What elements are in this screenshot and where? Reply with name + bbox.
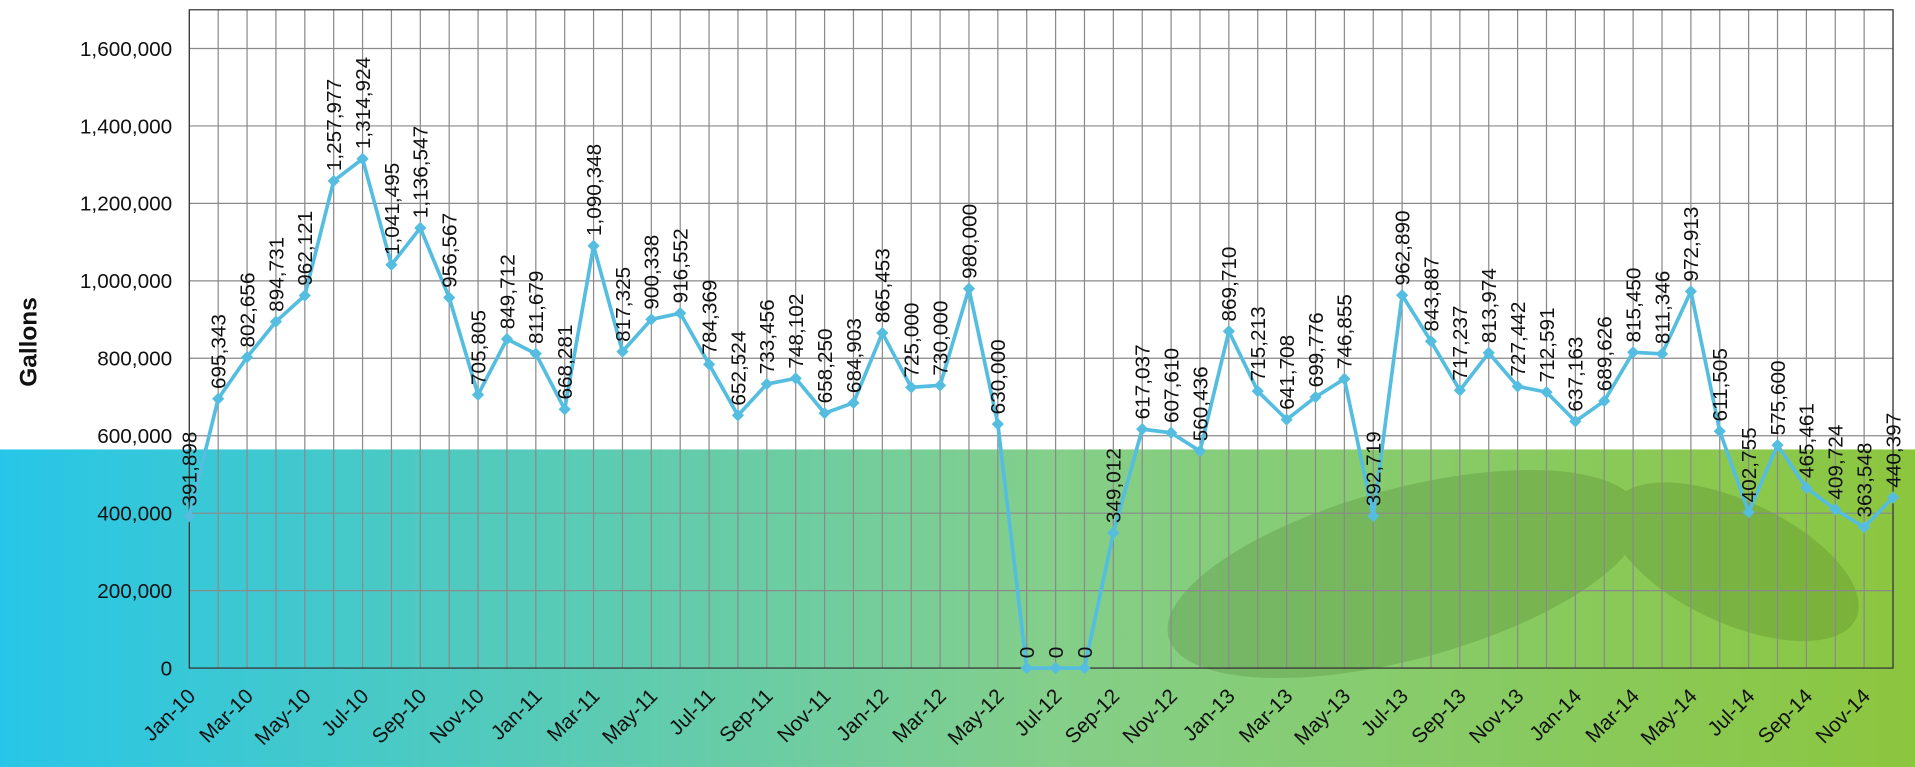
y-tick-label: 0 [161,657,173,680]
data-point [992,418,1004,430]
data-label: 1,090,348 [583,144,606,236]
data-label: 865,453 [872,248,895,323]
data-label: 607,610 [1160,348,1183,423]
data-point [1136,423,1148,435]
data-point [847,397,859,409]
data-label: 956,567 [439,213,462,288]
data-label: 746,855 [1334,294,1357,369]
data-label: 349,012 [1103,448,1126,523]
data-label: 0 [1045,647,1068,659]
data-point [587,240,599,252]
data-label: 727,442 [1507,302,1530,377]
data-label: 725,000 [901,303,924,378]
data-label: 784,369 [698,280,721,355]
y-tick-label: 1,400,000 [80,115,172,138]
y-tick-label: 1,200,000 [80,193,172,216]
data-label: 962,121 [294,211,317,286]
y-tick-label: 600,000 [97,425,172,448]
data-label: 668,281 [554,325,577,400]
data-label: 1,041,495 [381,163,404,255]
data-point [963,282,975,294]
data-label: 575,600 [1767,360,1790,435]
data-label: 630,000 [987,339,1010,414]
data-label: 815,450 [1622,268,1645,343]
data-label: 980,000 [958,204,981,279]
data-label: 440,397 [1882,413,1905,488]
data-label: 733,456 [756,299,779,374]
data-label: 894,731 [265,237,288,312]
data-label: 813,974 [1478,268,1501,343]
data-label: 962,890 [1391,210,1414,285]
data-label: 817,325 [612,267,635,342]
data-label: 705,805 [467,310,490,385]
data-point [1223,325,1235,337]
data-label: 712,591 [1536,307,1559,382]
data-label: 658,250 [814,328,837,403]
data-label: 1,314,924 [352,57,375,149]
data-label: 900,338 [641,235,664,310]
data-label: 843,887 [1420,257,1443,332]
data-label: 637,163 [1565,337,1588,412]
data-label: 849,712 [496,254,519,329]
data-label: 916,552 [670,228,693,303]
data-label: 641,708 [1276,335,1299,410]
data-label: 715,213 [1247,306,1270,381]
y-tick-label: 1,000,000 [80,270,172,293]
data-label: 1,136,547 [410,126,433,218]
data-point [443,292,455,304]
data-label: 684,903 [843,318,866,393]
data-label: 699,776 [1305,312,1328,387]
data-label: 695,343 [208,314,231,389]
data-label: 363,548 [1853,443,1876,518]
data-label: 869,710 [1218,247,1241,322]
data-label: 465,461 [1796,403,1819,478]
data-label: 689,626 [1594,316,1617,391]
chart: Gallons 0 200,000 400,000 600,000 800,000 1,0… [0,0,1915,767]
data-label: 392,719 [1363,431,1386,506]
data-label: 391,898 [179,432,202,507]
data-point [934,379,946,391]
data-label: 811,346 [1651,271,1674,344]
data-label: 1,257,977 [323,79,346,171]
data-label: 617,037 [1132,344,1155,419]
data-label: 611,505 [1709,348,1732,421]
data-label: 402,755 [1738,427,1761,502]
data-label: 0 [1016,647,1039,659]
data-label: 560,436 [1189,366,1212,441]
y-tick-label: 1,600,000 [80,38,172,61]
y-tick-label: 400,000 [97,503,172,526]
data-label: 652,524 [727,331,750,406]
data-label: 409,724 [1825,425,1848,500]
y-tick-label: 800,000 [97,348,172,371]
data-point [1685,285,1697,297]
y-tick-label: 200,000 [97,580,172,603]
y-axis-label: Gallons [16,297,43,387]
data-label: 0 [1074,647,1097,659]
data-label: 748,102 [785,294,808,369]
data-label: 730,000 [929,301,952,376]
data-label: 802,656 [236,272,259,347]
data-label: 972,913 [1680,207,1703,282]
data-label: 811,679 [525,271,548,344]
data-label: 717,237 [1449,306,1472,381]
